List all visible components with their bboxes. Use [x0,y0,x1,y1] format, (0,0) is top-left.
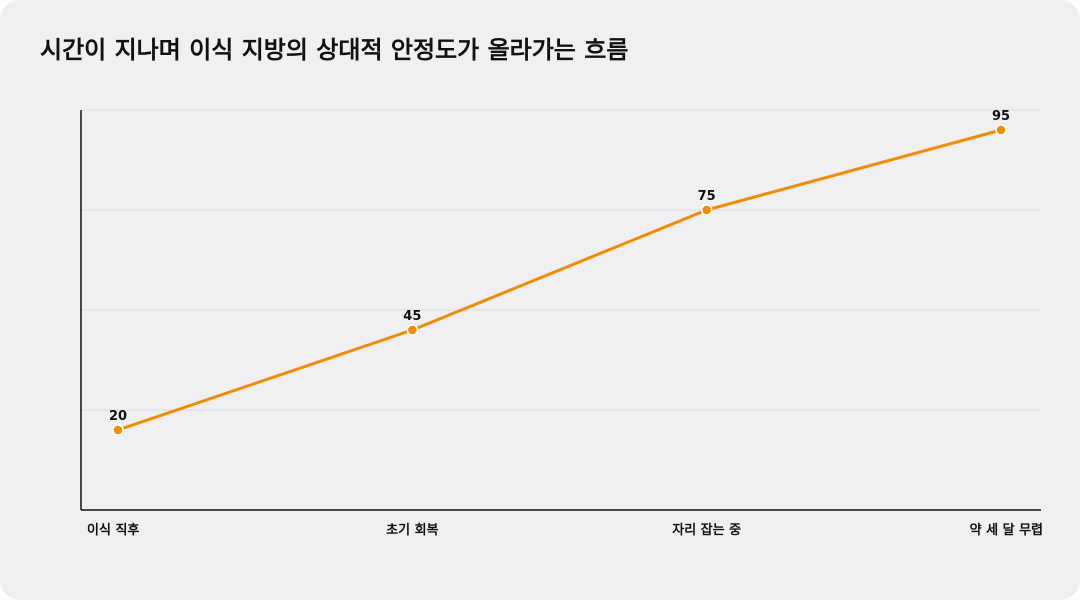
gridlines [81,109,1041,411]
chart-title: 시간이 지나며 이식 지방의 상대적 안정도가 올라가는 흐름 [40,36,629,64]
x-tick-label: 초기 회복 [386,522,438,538]
data-label: 75 [698,189,716,204]
data-point [700,204,713,216]
labels: 이식 직후 초기 회복 자리 잡는 중 약 세 달 무렵 20 45 75 95 [87,109,1043,538]
data-label: 45 [403,309,421,324]
series-line [116,128,1003,432]
axes [80,110,1041,511]
data-point [995,124,1007,136]
series [112,124,1007,436]
x-tick-label: 이식 직후 [87,522,139,538]
data-point [406,324,419,336]
data-label: 20 [109,409,127,424]
x-tick-label: 약 세 달 무렵 [970,522,1043,538]
x-tick-label: 자리 잡는 중 [672,522,741,538]
data-label: 95 [992,109,1010,124]
data-point [112,424,124,436]
